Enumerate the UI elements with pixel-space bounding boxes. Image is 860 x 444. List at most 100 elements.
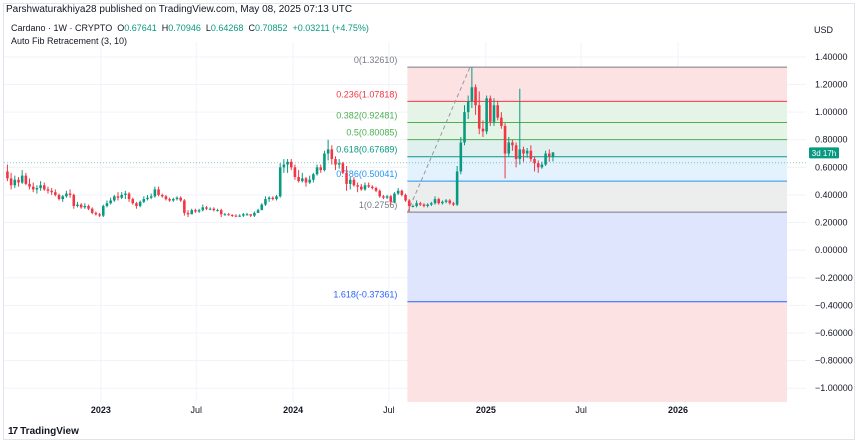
- candle-body: [219, 210, 223, 215]
- candle-body: [455, 171, 459, 205]
- fib-zone-1: [407, 181, 788, 213]
- candle-body: [514, 145, 518, 160]
- candle-body: [149, 196, 153, 198]
- price-badge: [809, 147, 839, 159]
- candle-body: [481, 128, 485, 132]
- candle-body: [216, 210, 219, 212]
- candle-body: [415, 203, 418, 206]
- candle-body: [525, 150, 529, 154]
- legend-ohlc[interactable]: Cardano · 1W · CRYPTO O0.67641 H0.70946 …: [11, 23, 369, 33]
- candle-body: [411, 205, 415, 207]
- candle-body: [529, 150, 533, 160]
- fib-zone-0-618: [407, 139, 788, 157]
- y-tick-label: −1.00000: [815, 383, 853, 393]
- candle-body: [323, 153, 326, 171]
- candle-body: [183, 200, 186, 213]
- candle-body: [466, 101, 470, 113]
- candle-body: [46, 189, 50, 191]
- y-tick-label: 0.40000: [815, 190, 848, 200]
- candle-body: [367, 185, 370, 187]
- candle-body: [544, 153, 547, 165]
- candle-body: [253, 212, 256, 216]
- candle-body: [13, 179, 17, 186]
- candle-body: [186, 212, 190, 215]
- y-tick-label: 0.60000: [815, 162, 848, 172]
- brand-name: TradingView: [20, 426, 79, 437]
- candle-body: [363, 185, 367, 190]
- candle-body: [35, 188, 39, 190]
- fib-label-1-618: 1.618(-0.37361): [333, 290, 397, 300]
- candle-body: [160, 194, 164, 197]
- tradingview-brand: 17 TradingView: [8, 426, 79, 437]
- y-tick-label: 0.20000: [815, 218, 848, 228]
- fib-label-0-618: 0.618(0.67689): [336, 145, 397, 155]
- candle-body: [153, 189, 157, 197]
- candle-body: [142, 199, 146, 202]
- candle-body: [297, 176, 300, 182]
- indicator-legend[interactable]: Auto Fib Retracement (3, 10): [11, 36, 128, 46]
- candle-body: [275, 196, 278, 200]
- candle-body: [201, 207, 205, 211]
- candle-body: [407, 200, 411, 206]
- candle-body: [28, 183, 31, 187]
- candle-body: [17, 179, 20, 183]
- candle-body: [65, 193, 68, 197]
- candle-body: [547, 153, 551, 157]
- candle-body: [485, 98, 488, 132]
- candle-body: [131, 199, 135, 204]
- y-tick-label: 1.20000: [815, 80, 848, 90]
- candle-body: [352, 179, 356, 186]
- candle-body: [348, 179, 352, 184]
- candle-body: [282, 164, 286, 168]
- x-tick-label: Jul: [190, 405, 202, 415]
- fib-label-0-382: 0.382(0.92481): [336, 110, 397, 120]
- fib-label-1: 1(0.2756): [359, 200, 398, 210]
- y-tick-label: 0.00000: [815, 245, 848, 255]
- candle-body: [426, 204, 429, 206]
- low-label: L: [205, 23, 211, 33]
- candle-body: [238, 215, 241, 217]
- candle-body: [334, 159, 337, 165]
- candle-body: [79, 204, 83, 208]
- candle-body: [245, 214, 249, 216]
- candle-body: [393, 193, 396, 202]
- x-tick-label: 2025: [476, 405, 496, 415]
- candle-body: [289, 161, 293, 168]
- candle-body: [312, 174, 315, 180]
- currency-label[interactable]: USD: [814, 25, 834, 35]
- candle-body: [124, 193, 127, 195]
- candle-body: [194, 210, 197, 212]
- fib-label-0: 0(1.32610): [354, 55, 398, 65]
- change-value: +0.03211 (+4.75%): [292, 23, 369, 33]
- candle-body: [168, 199, 171, 201]
- candle-body: [404, 194, 407, 201]
- candle-body: [374, 188, 378, 191]
- fib-label-0-786: 0.786(0.50041): [336, 169, 397, 179]
- candle-body: [382, 196, 385, 198]
- y-tick-label: −0.20000: [815, 273, 853, 283]
- candle-body: [278, 167, 282, 197]
- candle-body: [101, 205, 105, 216]
- fib-zone-0-5: [407, 122, 788, 140]
- candle-body: [172, 199, 175, 201]
- candle-body: [105, 203, 109, 206]
- candle-body: [205, 207, 208, 209]
- candle-body: [264, 199, 267, 205]
- candle-body: [385, 196, 389, 198]
- candle-body: [68, 193, 72, 195]
- candle-body: [249, 214, 252, 216]
- candle-body: [396, 190, 400, 194]
- candle-body: [489, 98, 492, 122]
- price-badge-countdown: 3d 17h: [812, 149, 836, 158]
- candle-body: [441, 201, 444, 204]
- candle-body: [190, 210, 194, 215]
- candle-body: [430, 203, 433, 205]
- candle-body: [146, 197, 149, 200]
- y-tick-label: −0.40000: [815, 300, 853, 310]
- candle-body: [503, 125, 507, 154]
- symbol-title[interactable]: Cardano · 1W · CRYPTO: [11, 23, 113, 33]
- candle-body: [197, 210, 201, 212]
- chart-frame: [3, 3, 855, 440]
- candle-body: [39, 185, 42, 189]
